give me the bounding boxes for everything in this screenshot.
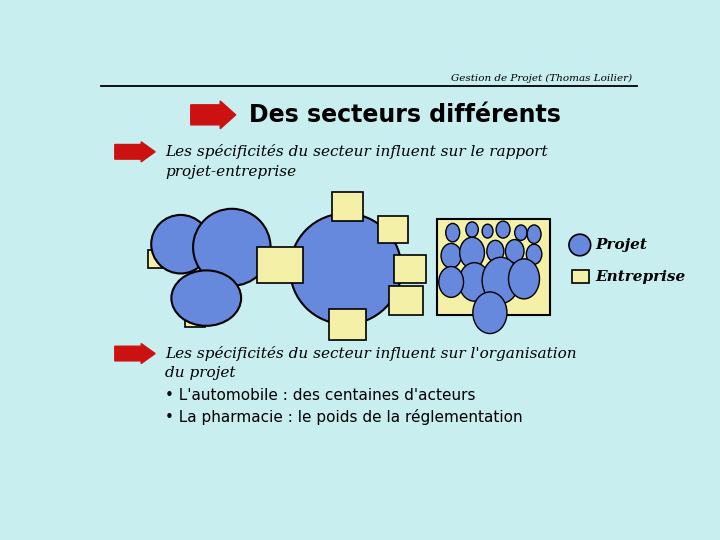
Circle shape: [290, 213, 402, 325]
Bar: [572, 269, 589, 284]
Ellipse shape: [441, 244, 462, 268]
FancyArrow shape: [191, 101, 235, 129]
FancyArrow shape: [114, 343, 155, 363]
Text: Les spécificités du secteur influent sur le rapport
projet-entreprise: Les spécificités du secteur influent sur…: [165, 144, 548, 179]
Text: Les spécificités du secteur influent sur l'organisation
du projet: Les spécificités du secteur influent sur…: [165, 346, 577, 380]
Text: • La pharmacie : le poids de la réglementation: • La pharmacie : le poids de la réglemen…: [165, 409, 523, 425]
Ellipse shape: [171, 271, 241, 326]
Bar: [332, 192, 363, 221]
FancyArrow shape: [114, 142, 155, 162]
Ellipse shape: [482, 257, 519, 303]
Ellipse shape: [438, 267, 464, 298]
Circle shape: [151, 215, 210, 273]
Ellipse shape: [527, 225, 541, 244]
Ellipse shape: [496, 221, 510, 238]
Ellipse shape: [505, 240, 524, 262]
Bar: [437, 219, 549, 315]
Bar: [378, 217, 408, 242]
Text: Entreprise: Entreprise: [595, 269, 685, 284]
Ellipse shape: [466, 222, 478, 237]
Bar: [256, 247, 303, 283]
Bar: [185, 311, 205, 327]
Ellipse shape: [446, 224, 459, 242]
Text: Gestion de Projet (Thomas Loilier): Gestion de Projet (Thomas Loilier): [451, 74, 632, 83]
Text: Projet: Projet: [595, 238, 647, 252]
Circle shape: [193, 209, 271, 286]
Bar: [394, 255, 426, 283]
Ellipse shape: [459, 262, 490, 301]
Ellipse shape: [515, 225, 527, 240]
Text: Des secteurs différents: Des secteurs différents: [249, 103, 561, 127]
Ellipse shape: [459, 237, 485, 268]
Ellipse shape: [526, 244, 542, 264]
Ellipse shape: [473, 292, 507, 334]
Ellipse shape: [487, 240, 504, 262]
Ellipse shape: [508, 259, 539, 299]
Circle shape: [569, 234, 590, 256]
Bar: [329, 309, 366, 340]
Ellipse shape: [482, 224, 493, 238]
Bar: [148, 249, 173, 268]
Text: • L'automobile : des centaines d'acteurs: • L'automobile : des centaines d'acteurs: [165, 388, 476, 403]
Bar: [389, 286, 423, 315]
